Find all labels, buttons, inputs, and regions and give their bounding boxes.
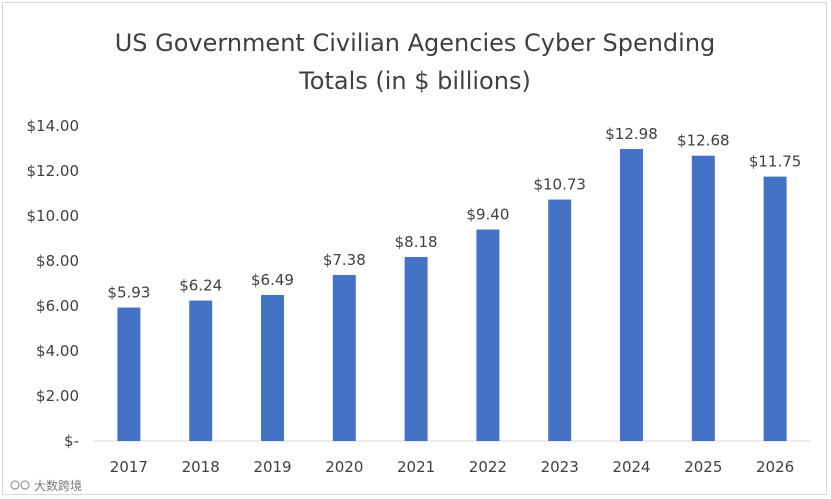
x-tick-label: 2019 xyxy=(253,458,291,476)
x-tick-label: 2022 xyxy=(469,458,507,476)
data-label-2019: $6.49 xyxy=(251,271,294,289)
x-tick-label: 2025 xyxy=(684,458,722,476)
y-tick-label: $12.00 xyxy=(27,162,80,180)
x-tick-label: 2018 xyxy=(182,458,220,476)
y-tick-label: $10.00 xyxy=(27,207,80,225)
x-tick-label: 2026 xyxy=(756,458,794,476)
bar-2018 xyxy=(189,300,213,441)
x-tick-label: 2024 xyxy=(612,458,650,476)
chart-title-line-2: Totals (in $ billions) xyxy=(298,67,531,95)
watermark-text: 大数跨境 xyxy=(34,478,82,493)
data-label-2017: $5.93 xyxy=(107,284,150,302)
chart-title-line-1: US Government Civilian Agencies Cyber Sp… xyxy=(115,29,716,57)
bar-2020 xyxy=(332,274,356,441)
y-tick-label: $4.00 xyxy=(36,342,79,360)
data-label-2025: $12.68 xyxy=(677,132,730,150)
bar-chart: US Government Civilian Agencies Cyber Sp… xyxy=(10,29,811,493)
bar-2022 xyxy=(476,229,500,441)
bar-2026 xyxy=(763,176,787,441)
y-tick-label: $8.00 xyxy=(36,252,79,270)
bar-series xyxy=(117,148,787,441)
data-label-2020: $7.38 xyxy=(323,251,366,269)
y-tick-label: $14.00 xyxy=(27,117,80,135)
bar-2019 xyxy=(261,294,284,441)
y-axis-tick-labels: $- $2.00 $4.00 $6.00 $8.00 $10.00 $12.00 $14.00 xyxy=(27,117,80,450)
watermark-logo-icon xyxy=(10,480,30,490)
x-axis-tick-labels: 2017 2018 2019 2020 2021 2022 2023 2024 2025 2026 xyxy=(110,458,794,476)
data-label-2024: $12.98 xyxy=(605,125,658,143)
x-tick-label: 2023 xyxy=(541,458,579,476)
bar-2021 xyxy=(404,256,428,441)
x-tick-label: 2021 xyxy=(397,458,435,476)
data-labels: $5.93 $6.24 $6.49 $7.38 $8.18 $9.40 $10.73 $12.… xyxy=(107,125,801,302)
bar-2023 xyxy=(548,199,572,441)
bar-2025 xyxy=(691,155,715,441)
data-label-2021: $8.18 xyxy=(395,233,438,251)
chart-title: US Government Civilian Agencies Cyber Sp… xyxy=(115,29,716,95)
data-label-2022: $9.40 xyxy=(466,206,509,224)
data-label-2023: $10.73 xyxy=(533,176,586,194)
bar-2024 xyxy=(620,148,643,441)
y-tick-label: $6.00 xyxy=(36,297,79,315)
data-label-2018: $6.24 xyxy=(179,277,222,295)
bar-2017 xyxy=(117,307,141,441)
watermark: 大数跨境 xyxy=(10,478,82,493)
y-tick-label: $2.00 xyxy=(36,387,79,405)
y-tick-label: $- xyxy=(64,432,79,450)
x-tick-label: 2020 xyxy=(325,458,363,476)
x-tick-label: 2017 xyxy=(110,458,148,476)
data-label-2026: $11.75 xyxy=(749,153,802,171)
